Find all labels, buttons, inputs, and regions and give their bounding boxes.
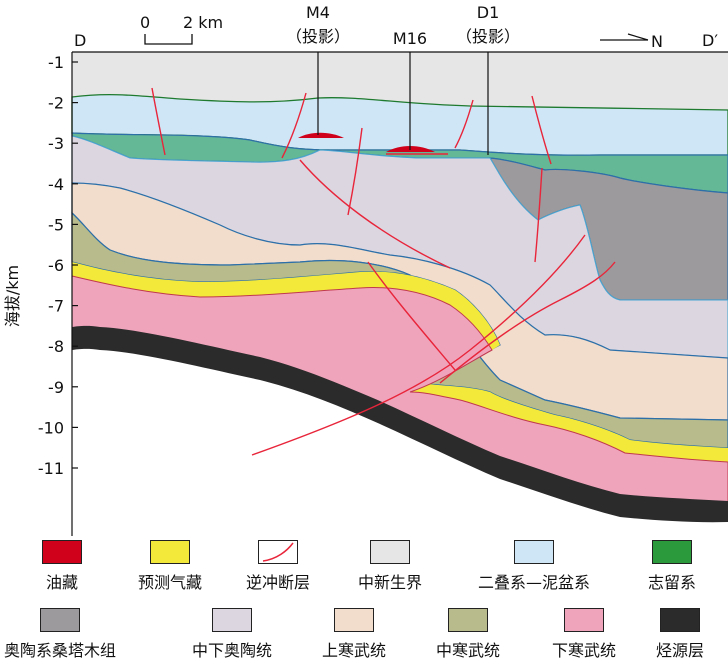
fault-1 [151,87,166,156]
well-m4-label: M4 [306,3,330,22]
y-tick-label: -8 [48,337,64,356]
fault-8 [367,261,456,371]
y-tick-label: -6 [48,256,64,275]
legend-item-sangtamu: 奥陶系桑塔木组 [4,608,116,661]
fault-icon [262,542,294,562]
legend-item-lower-cambrian: 下寒武统 [552,608,616,661]
section-left-label: D [74,31,86,50]
scale-length: 2 km [183,13,223,32]
legend-item-cenozoic: 中新生界 [358,540,422,593]
legend-item-middle-cambrian: 中寒武统 [436,608,500,661]
y-axis-ticks: -1 -2 -3 -4 -5 -6 -7 -8 -9 -10 -11 [38,53,78,478]
layer-gas-band [72,262,500,350]
north-arrow: N [600,32,663,51]
scale-bar: 0 2 km [140,13,223,45]
fault-3 [299,159,451,269]
oil-reservoir-m4 [298,132,344,138]
y-tick-label: -9 [48,378,64,397]
wells [317,52,489,155]
fault-9 [439,261,616,384]
legend-swatch-cenozoic [370,540,410,564]
legend-swatch-source-rock [660,608,700,632]
legend-swatch-lower-cambrian [564,608,604,632]
well-d1-note: （投影） [456,27,520,46]
legend-swatch-gas [150,540,190,564]
scale-zero: 0 [140,13,150,32]
fault-main [251,234,586,456]
thrust-faults [151,87,616,456]
legend-swatch-middle-cambrian [448,608,488,632]
legend-item-fault: 逆冲断层 [246,540,310,593]
legend-swatch-ordovician [212,608,252,632]
legend-swatch-fault [258,540,298,564]
legend-item-gas: 预测气藏 [138,540,202,593]
well-m4-note: （投影） [286,27,350,46]
well-m16-label: M16 [393,29,427,48]
y-tick-label: -3 [48,134,64,153]
well-d1-label: D1 [477,3,500,22]
legend-item-upper-cambrian: 上寒武统 [322,608,386,661]
y-tick-label: -1 [48,53,64,72]
y-tick-label: -11 [38,459,64,478]
north-label: N [651,32,663,51]
legend-swatch-sangtamu [40,608,80,632]
y-tick-label: -2 [48,94,64,113]
legend-swatch-oil [42,540,82,564]
legend-item-oil: 油藏 [42,540,82,593]
y-tick-label: -5 [48,215,64,234]
layer-source-rock [72,325,728,523]
legend-swatch-permian [514,540,554,564]
layer-gas-band-right [410,383,728,462]
fault-5 [454,99,474,149]
y-tick-label: -7 [48,297,64,316]
fault-2 [281,92,307,159]
fault-7 [534,167,543,263]
y-tick-label: -4 [48,175,64,194]
section-right-label: D′ [702,31,718,50]
legend-swatch-upper-cambrian [334,608,374,632]
legend-item-permian: 二叠系—泥盆系 [478,540,590,593]
legend-item-silurian: 志留系 [648,540,696,593]
layer-cenozoic-mesozoic [72,52,728,112]
legend-swatch-silurian [652,540,692,564]
legend-item-source-rock: 烃源层 [656,608,704,661]
fault-4 [347,127,363,216]
fault-6 [531,95,552,165]
y-axis-title: 海拔/km [3,265,22,327]
cross-section-diagram: -1 -2 -3 -4 -5 -6 -7 -8 -9 -10 -11 海拔/km D D′ 0 2 … [3,3,728,536]
legend-item-ordovician: 中下奥陶统 [192,608,272,661]
legend: 油藏 预测气藏 逆冲断层 中新生界 二叠系—泥盆系 志留系 奥陶系桑塔木组 中下… [0,536,728,667]
y-tick-label: -10 [38,418,64,437]
